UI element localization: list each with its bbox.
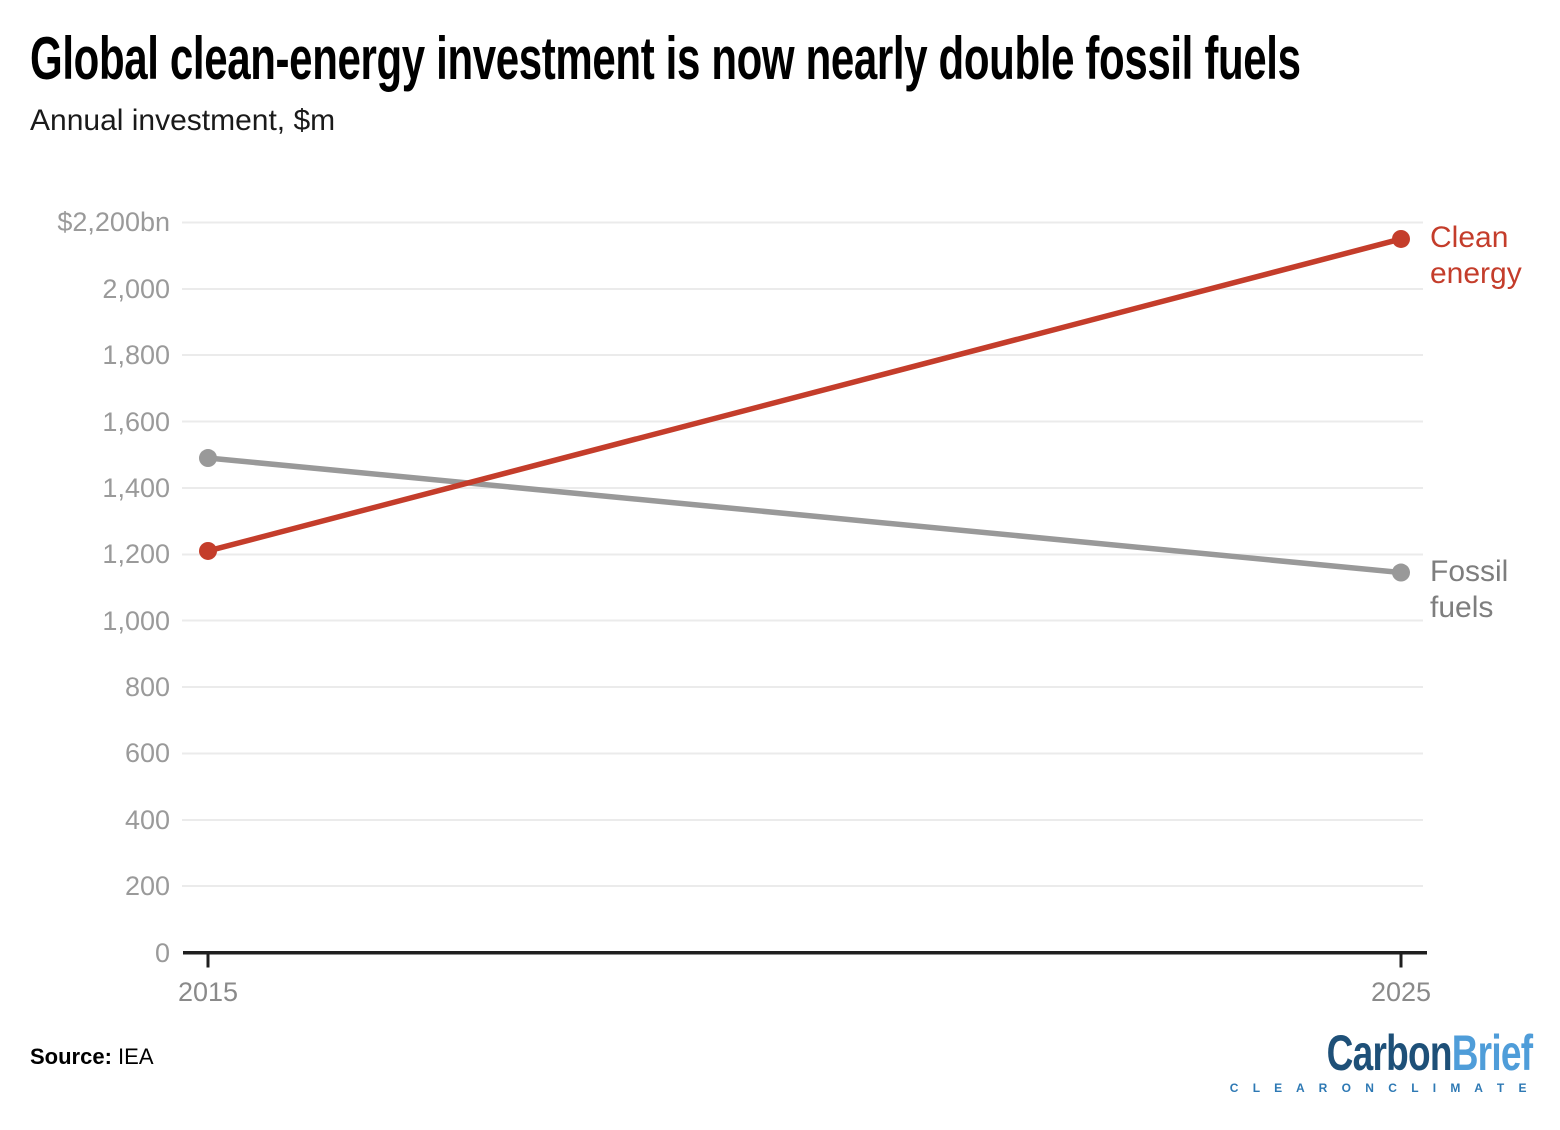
carbonbrief-logo-tagline: C L E A R O N C L I M A T E [1229, 1081, 1532, 1095]
source-note: Source: IEA [30, 1044, 154, 1070]
logo-part-brief: Brief [1451, 1025, 1532, 1081]
carbonbrief-logo-wordmark: CarbonBrief [1308, 1028, 1532, 1078]
source-value: IEA [118, 1044, 154, 1069]
chart-subtitle: Annual investment, $m [30, 104, 336, 137]
source-label: Source: [30, 1044, 112, 1069]
logo-part-carbon: Carbon [1326, 1025, 1452, 1081]
carbonbrief-logo: CarbonBrief C L E A R O N C L I M A T E [1229, 1028, 1533, 1095]
chart-title: Global clean-energy investment is now ne… [30, 25, 1301, 92]
